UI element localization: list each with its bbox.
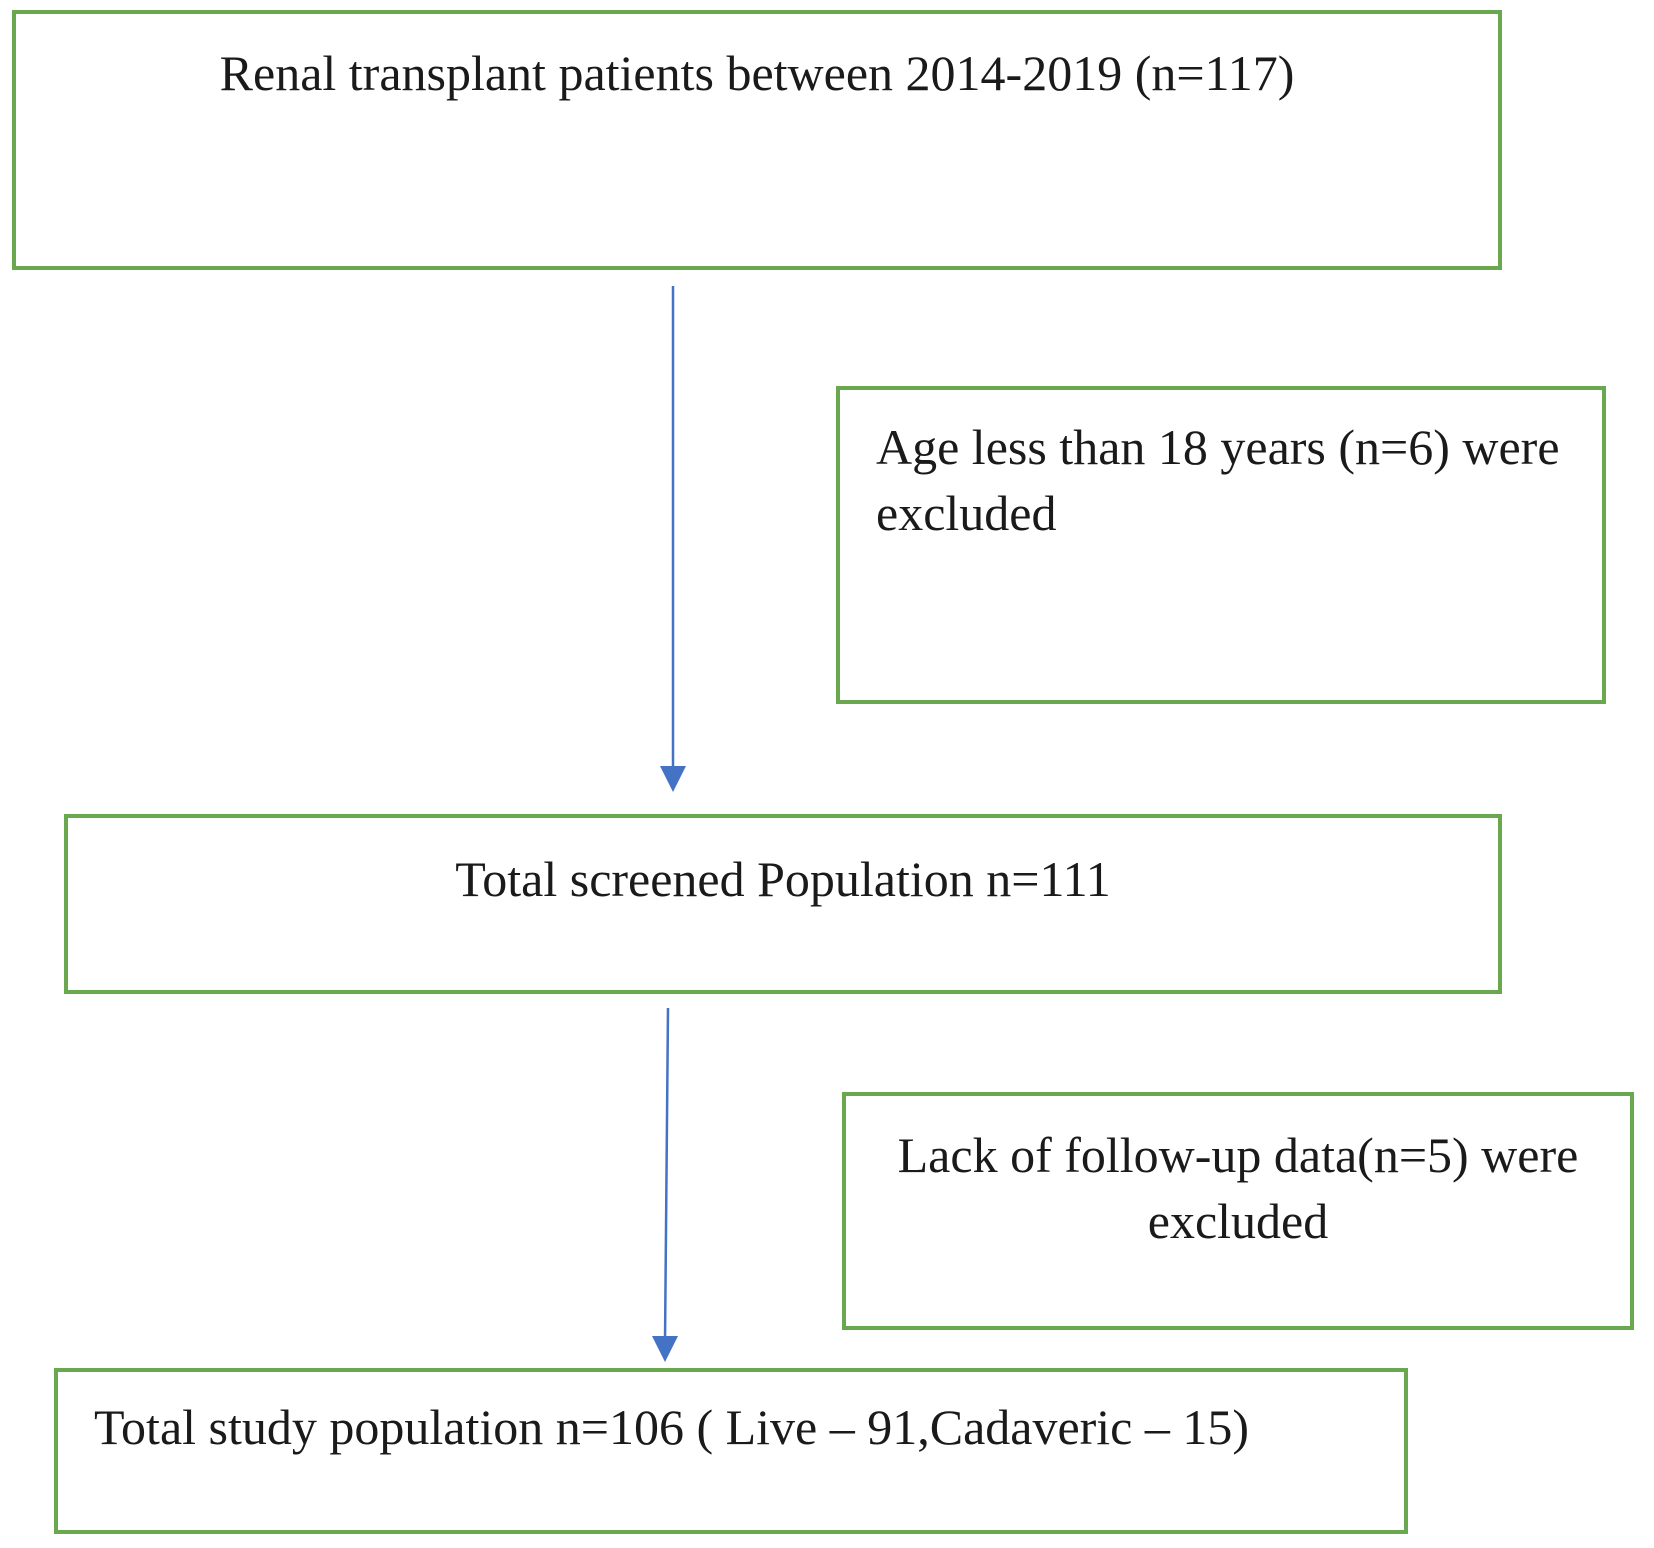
study-population-text: Total study population n=106 ( Live – 91… — [94, 1399, 1250, 1455]
initial-population-box: Renal transplant patients between 2014-2… — [12, 10, 1502, 270]
followup-exclusion-box: Lack of follow-up data(n=5) were exclude… — [842, 1092, 1634, 1330]
screened-population-text: Total screened Population n=111 — [455, 851, 1111, 907]
followup-exclusion-text: Lack of follow-up data(n=5) were exclude… — [897, 1127, 1579, 1249]
age-exclusion-box: Age less than 18 years (n=6) were exclud… — [836, 386, 1606, 704]
screened-population-box: Total screened Population n=111 — [64, 814, 1502, 994]
age-exclusion-text: Age less than 18 years (n=6) were exclud… — [876, 419, 1560, 541]
arrow-initial-to-screened — [660, 286, 686, 792]
arrow-screened-to-study — [652, 1007, 678, 1362]
initial-population-text: Renal transplant patients between 2014-2… — [219, 45, 1295, 101]
study-population-box: Total study population n=106 ( Live – 91… — [54, 1368, 1408, 1534]
